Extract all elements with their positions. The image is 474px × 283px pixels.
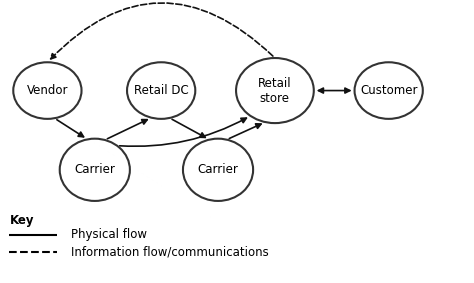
Text: Carrier: Carrier bbox=[74, 163, 115, 176]
Text: Retail
store: Retail store bbox=[258, 77, 292, 104]
FancyArrowPatch shape bbox=[107, 120, 147, 139]
FancyArrowPatch shape bbox=[172, 119, 205, 138]
FancyArrowPatch shape bbox=[119, 118, 246, 146]
FancyArrowPatch shape bbox=[51, 3, 273, 59]
FancyArrowPatch shape bbox=[229, 124, 261, 138]
FancyArrowPatch shape bbox=[57, 120, 83, 137]
Text: Vendor: Vendor bbox=[27, 84, 68, 97]
Text: Key: Key bbox=[9, 214, 34, 227]
Text: Customer: Customer bbox=[360, 84, 418, 97]
Text: Retail DC: Retail DC bbox=[134, 84, 189, 97]
Text: Carrier: Carrier bbox=[198, 163, 238, 176]
Text: Information flow/communications: Information flow/communications bbox=[71, 245, 269, 258]
FancyArrowPatch shape bbox=[319, 88, 350, 93]
Text: Physical flow: Physical flow bbox=[71, 228, 147, 241]
